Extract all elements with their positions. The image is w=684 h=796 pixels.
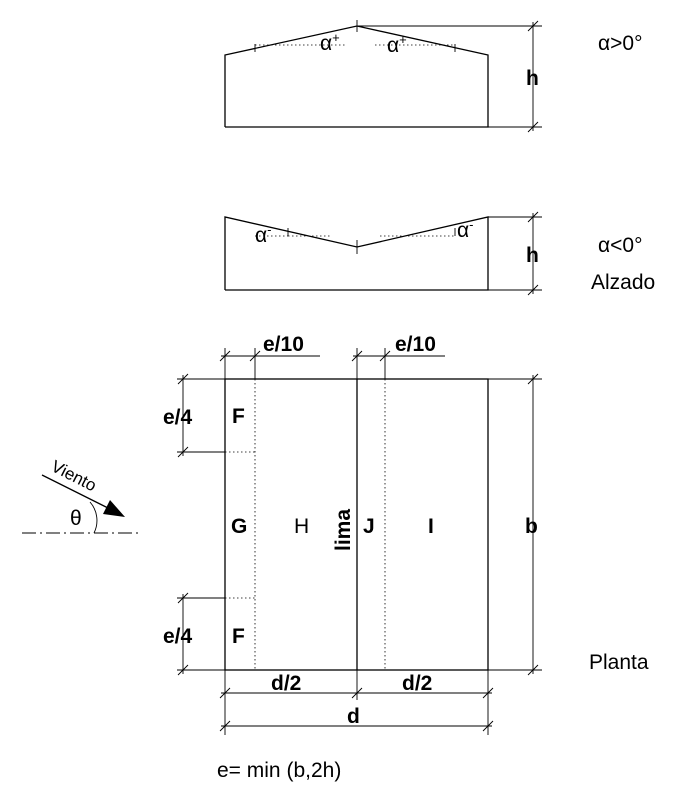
alpha-right-label-negative: α- — [457, 217, 473, 242]
plan-view-label: Planta — [589, 651, 649, 674]
zone-h: H — [294, 515, 309, 538]
dim-e4-top: e/4 — [163, 406, 193, 429]
height-label-bottom: h — [526, 244, 539, 267]
dim-b: b — [525, 515, 538, 538]
dim-e10-right: e/10 — [395, 333, 436, 356]
zone-g: G — [231, 515, 247, 538]
wind-arrowhead — [103, 500, 125, 517]
dim-d2-left: d/2 — [271, 672, 301, 695]
condition-positive: α>0° — [598, 32, 642, 55]
height-label-top: h — [526, 67, 539, 90]
dim-d2-right: d/2 — [402, 672, 432, 695]
wind-angle-label: θ — [70, 507, 82, 530]
ridge-label: lima — [332, 509, 355, 551]
plan-view: F G F H lima J I e/10 e/10 e/4 e/4 — [163, 333, 649, 782]
elevation-positive-pitch: α+ α+ h α>0° — [224, 20, 642, 133]
zone-formula: e= min (b,2h) — [217, 759, 341, 782]
alpha-left-label: α+ — [320, 30, 340, 55]
zone-i: I — [428, 515, 434, 538]
elevation-negative-pitch: α- α- h α<0° Alzado — [224, 211, 655, 296]
zone-j: J — [363, 515, 375, 538]
wind-arrow-shaft — [41, 474, 109, 509]
alpha-left-label-negative: α- — [255, 222, 271, 247]
wind-angle-arc — [89, 501, 98, 534]
zone-f-bottom: F — [232, 625, 245, 648]
elevation-view-label: Alzado — [591, 271, 655, 294]
wind-indicator: Viento θ — [22, 457, 142, 534]
zone-f-top: F — [232, 405, 245, 428]
dim-d: d — [347, 705, 360, 728]
wind-label: Viento — [48, 457, 99, 496]
alpha-right-label: α+ — [387, 32, 407, 57]
dim-e10-left: e/10 — [263, 333, 304, 356]
dim-e4-bottom: e/4 — [163, 625, 193, 648]
condition-negative: α<0° — [598, 234, 642, 257]
